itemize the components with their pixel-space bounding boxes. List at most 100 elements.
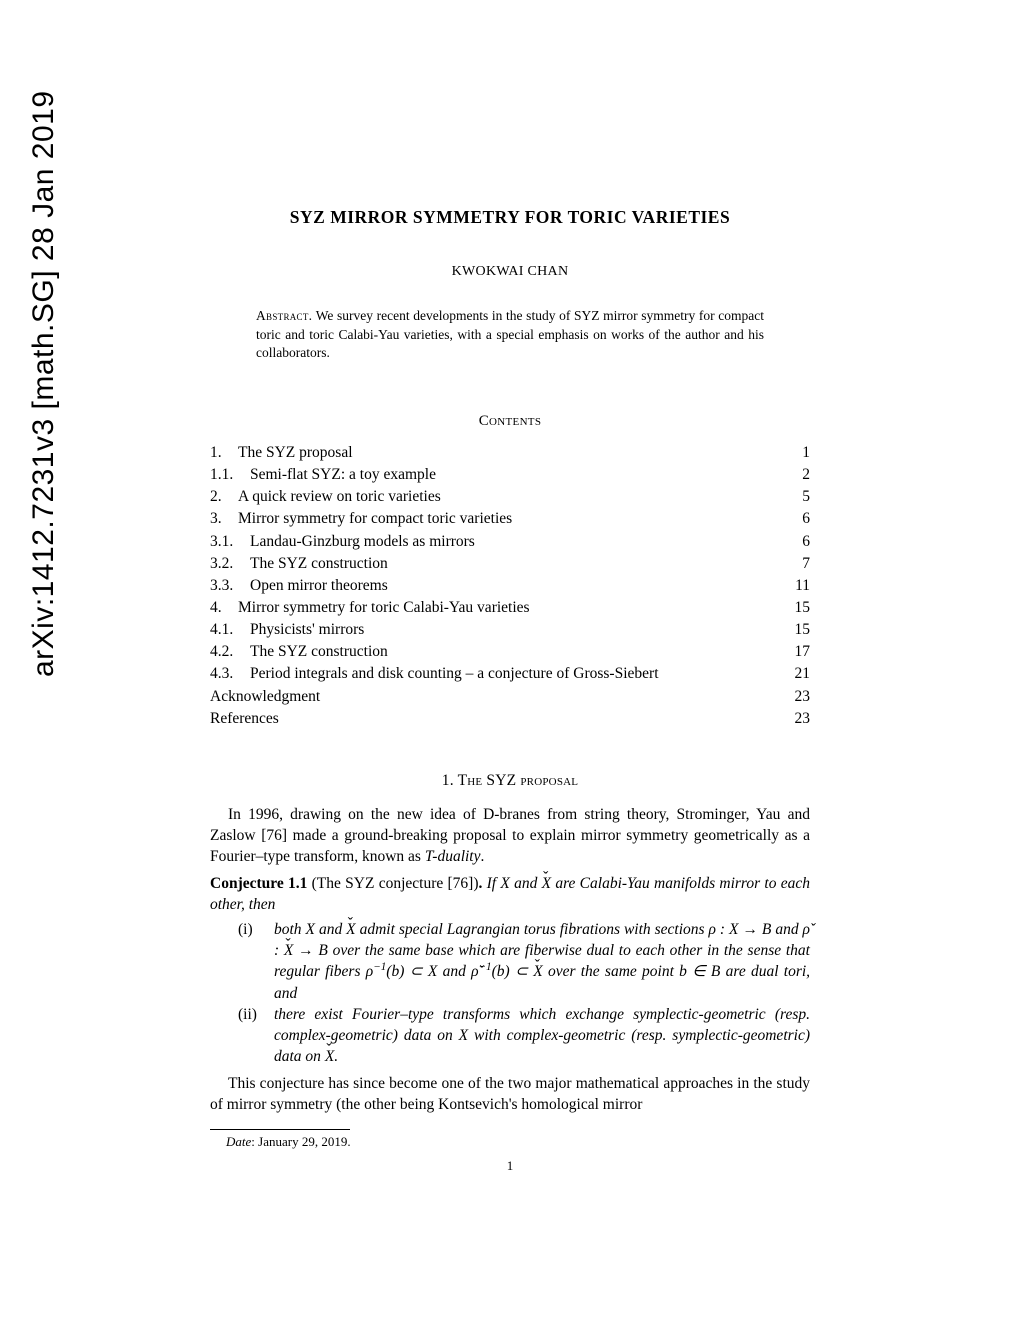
toc-page: 1 [786,442,810,464]
toc-row: 4.2.The SYZ construction 17 [210,641,810,663]
conjecture-dot: . [479,875,483,892]
toc-row: 3.1.Landau-Ginzburg models as mirrors 6 [210,531,810,553]
enum-body-i: both X and X admit special Lagrangian to… [274,919,810,1003]
toc-page: 11 [786,575,810,597]
enum-label-i: (i) [238,919,274,1003]
i-part-d: (b) ⊂ X and ρ̌ [386,963,478,980]
toc-page: 15 [786,619,810,641]
period: . [481,848,485,865]
toc-title: Period integrals and disk counting – a c… [250,663,659,685]
toc-row: 4.3.Period integrals and disk counting –… [210,663,810,685]
toc-title: Mirror symmetry for toric Calabi-Yau var… [238,597,530,619]
toc-page: 17 [786,641,810,663]
toc-page: 23 [786,708,810,730]
enumeration: (i) both X and X admit special Lagrangia… [210,919,810,1067]
intro-text: In 1996, drawing on the new idea of D-br… [210,806,810,865]
toc-title: The SYZ proposal [238,442,353,464]
toc-left: 3.2.The SYZ construction [210,553,388,575]
toc-left: 1.1.Semi-flat SYZ: a toy example [210,464,436,486]
toc-title: References [210,708,279,730]
toc-num: 3. [210,508,238,530]
toc-title: Landau-Ginzburg models as mirrors [250,531,475,553]
toc-left: 1.The SYZ proposal [210,442,353,464]
toc-left: 4.3.Period integrals and disk counting –… [210,663,659,685]
toc-left: 3.1.Landau-Ginzburg models as mirrors [210,531,475,553]
intro-paragraph: In 1996, drawing on the new idea of D-br… [210,804,810,867]
toc-page: 7 [786,553,810,575]
toc-row: 1.1.Semi-flat SYZ: a toy example 2 [210,464,810,486]
toc-page: 2 [786,464,810,486]
ii-part-b: . [334,1048,338,1065]
toc-subnum: 3.2. [210,553,250,575]
conj-part-a: If X and [487,875,542,892]
t-duality-term: T-duality [425,848,481,865]
toc-page: 5 [786,486,810,508]
x-check-2: X [346,921,355,938]
x-check-5: X [325,1048,334,1065]
toc-subnum: 3.3. [210,575,250,597]
toc-row: 3.2.The SYZ construction 7 [210,553,810,575]
toc-row: References 23 [210,708,810,730]
x-check-1: X [542,875,551,892]
enum-item-ii: (ii) there exist Fourier–type transforms… [210,1004,810,1067]
toc-num: 4. [210,597,238,619]
section-1-heading: 1. The SYZ proposal [210,772,810,790]
toc-row: 3.3.Open mirror theorems 11 [210,575,810,597]
toc-title: The SYZ construction [250,553,388,575]
toc-subnum: 4.2. [210,641,250,663]
toc-row: 4.Mirror symmetry for toric Calabi-Yau v… [210,597,810,619]
toc-title: Mirror symmetry for compact toric variet… [238,508,512,530]
enum-item-i: (i) both X and X admit special Lagrangia… [210,919,810,1003]
body-text: In 1996, drawing on the new idea of D-br… [210,804,810,1115]
toc-left: Acknowledgment [210,686,320,708]
toc-row: 4.1.Physicists' mirrors 15 [210,619,810,641]
toc-page: 23 [786,686,810,708]
toc-left: 4.1.Physicists' mirrors [210,619,364,641]
toc-left: References [210,708,279,730]
toc-page: 21 [786,663,810,685]
footnote-label: Date [226,1134,251,1149]
toc-row: 2.A quick review on toric varieties5 [210,486,810,508]
toc-title: Physicists' mirrors [250,619,364,641]
enum-body-ii: there exist Fourier–type transforms whic… [274,1004,810,1067]
toc-row: 3.Mirror symmetry for compact toric vari… [210,508,810,530]
page-number: 1 [210,1158,810,1174]
paper-title: SYZ MIRROR SYMMETRY FOR TORIC VARIETIES [210,207,810,228]
abstract-text: We survey recent developments in the stu… [256,308,764,360]
i-part-e: (b) ⊂ [492,963,534,980]
toc-title: Acknowledgment [210,686,320,708]
table-of-contents: 1.The SYZ proposal11.1.Semi-flat SYZ: a … [210,442,810,730]
toc-left: 4.Mirror symmetry for toric Calabi-Yau v… [210,597,530,619]
toc-row: Acknowledgment 23 [210,686,810,708]
toc-left: 3.3.Open mirror theorems [210,575,388,597]
x-check-4: X [533,963,542,980]
arxiv-stamp: arXiv:1412.7231v3 [math.SG] 28 Jan 2019 [27,90,61,677]
paper-page: SYZ MIRROR SYMMETRY FOR TORIC VARIETIES … [210,207,810,1150]
toc-subnum: 4.3. [210,663,250,685]
toc-num: 1. [210,442,238,464]
toc-page: 6 [786,531,810,553]
toc-left: 4.2.The SYZ construction [210,641,388,663]
footnote-rule [210,1129,350,1130]
ii-part-a: there exist Fourier–type transforms whic… [274,1006,810,1065]
enum-label-ii: (ii) [238,1004,274,1067]
abstract-block: Abstract. We survey recent developments … [256,307,764,363]
toc-subnum: 1.1. [210,464,250,486]
toc-subnum: 3.1. [210,531,250,553]
conjecture-cite: (The SYZ conjecture [76]) [307,875,478,892]
toc-row: 1.The SYZ proposal 1 [210,442,810,464]
closing-paragraph: This conjecture has since become one of … [210,1073,810,1115]
toc-title: Semi-flat SYZ: a toy example [250,464,436,486]
toc-left: 3.Mirror symmetry for compact toric vari… [210,508,512,530]
footnote-text: : January 29, 2019. [251,1134,350,1149]
conjecture-paragraph: Conjecture 1.1 (The SYZ conjecture [76])… [210,873,810,915]
footnote: Date: January 29, 2019. [210,1134,810,1150]
paper-author: KWOKWAI CHAN [210,264,810,280]
abstract-label: Abstract. [256,308,312,323]
toc-title: Open mirror theorems [250,575,388,597]
contents-heading: Contents [210,413,810,430]
x-check-3: X [284,942,293,959]
conjecture-label: Conjecture 1.1 [210,875,307,892]
toc-page: 6 [786,508,810,530]
toc-title: A quick review on toric varieties [238,486,441,508]
